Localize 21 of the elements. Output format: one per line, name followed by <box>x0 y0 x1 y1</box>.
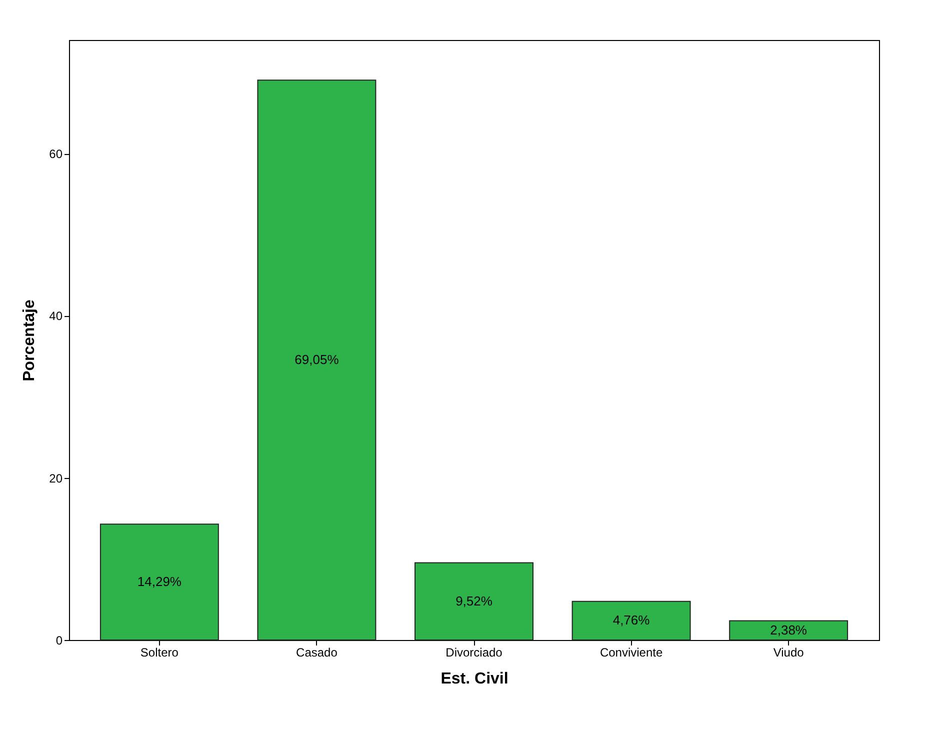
data-label: 14,29% <box>137 574 182 590</box>
x-tick-label: Viudo <box>773 646 804 660</box>
y-tick-label: 20 <box>49 471 63 486</box>
bar <box>257 80 376 640</box>
x-axis-title: Est. Civil <box>440 670 508 688</box>
y-tick-label: 40 <box>49 309 63 324</box>
data-label: 2,38% <box>770 622 808 638</box>
data-label: 69,05% <box>294 352 340 368</box>
data-label: 4,76% <box>612 612 650 628</box>
x-tick-label: Casado <box>296 646 338 660</box>
bar <box>100 524 219 640</box>
bar <box>572 600 691 640</box>
data-label: 9,52% <box>456 593 493 608</box>
x-tick-label: Soltero <box>140 646 179 660</box>
y-tick-label: 60 <box>49 147 63 162</box>
y-tick-label: 0 <box>56 634 63 648</box>
y-axis-title: Porcentaje <box>21 299 38 382</box>
bar <box>414 562 534 640</box>
bar <box>729 620 848 640</box>
x-tick-label: Divorciado <box>446 646 503 660</box>
x-tick-label: Conviviente <box>600 646 663 660</box>
